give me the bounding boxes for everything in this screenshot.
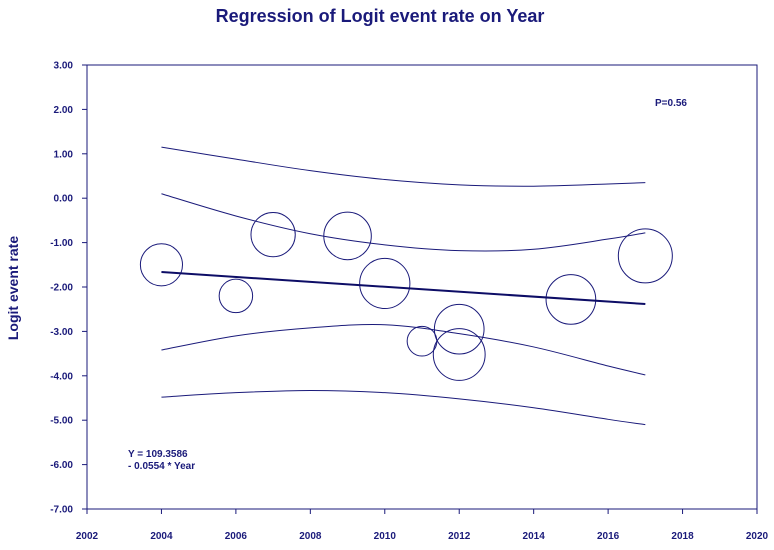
x-tick-label: 2020 bbox=[746, 531, 769, 542]
study-bubble bbox=[359, 257, 411, 310]
y-axis-label: Logit event rate bbox=[5, 236, 21, 340]
study-bubble bbox=[250, 211, 296, 258]
study-bubble bbox=[139, 243, 184, 287]
confidence-bands bbox=[161, 146, 646, 426]
x-tick-label: 2006 bbox=[225, 531, 248, 542]
plot-area bbox=[86, 64, 758, 510]
y-tick-label: 3.00 bbox=[54, 61, 74, 72]
x-tick-label: 2016 bbox=[597, 531, 620, 542]
y-tick-label: -4.00 bbox=[50, 371, 73, 382]
x-tick-label: 2012 bbox=[448, 531, 471, 542]
y-tick-label: -7.00 bbox=[50, 505, 73, 516]
x-axis: 2002 2004 2006 2008 2010 2012 2014 2016 2018 2020 bbox=[76, 509, 769, 542]
ci-lower-curve bbox=[161, 324, 646, 376]
ci-upper-curve bbox=[161, 193, 646, 252]
y-tick-label: -5.00 bbox=[50, 416, 73, 427]
y-tick-label: -2.00 bbox=[50, 283, 73, 294]
x-tick-label: 2008 bbox=[299, 531, 322, 542]
study-bubble bbox=[432, 328, 486, 381]
p-value-label: P=0.56 bbox=[655, 98, 687, 109]
regression-line-group bbox=[161, 271, 646, 306]
y-tick-label: -6.00 bbox=[50, 460, 73, 471]
y-tick-label: 1.00 bbox=[54, 149, 74, 160]
x-tick-label: 2014 bbox=[523, 531, 546, 542]
x-tick-label: 2004 bbox=[150, 531, 173, 542]
study-bubble bbox=[406, 325, 438, 357]
study-bubble bbox=[218, 278, 254, 314]
study-bubble bbox=[433, 303, 485, 355]
pi-upper-curve bbox=[161, 146, 646, 187]
y-tick-label: 0.00 bbox=[54, 194, 74, 205]
y-tick-label: -3.00 bbox=[50, 327, 73, 338]
x-tick-label: 2002 bbox=[76, 531, 99, 542]
equation-line-1: Y = 109.3586 bbox=[128, 449, 188, 460]
study-bubbles bbox=[139, 211, 673, 381]
y-tick-label: -1.00 bbox=[50, 238, 73, 249]
x-tick-label: 2018 bbox=[671, 531, 694, 542]
y-tick-label: 2.00 bbox=[54, 105, 74, 116]
study-bubble bbox=[323, 211, 372, 261]
study-bubble bbox=[617, 228, 673, 284]
chart-title: Regression of Logit event rate on Year bbox=[216, 6, 545, 26]
study-bubble bbox=[545, 274, 597, 325]
equation-line-2: - 0.0554 * Year bbox=[128, 461, 195, 472]
pi-lower-curve bbox=[161, 389, 646, 426]
x-tick-label: 2010 bbox=[374, 531, 397, 542]
y-axis: 3.00 2.00 1.00 0.00 -1.00 -2.00 -3.00 -4.00 -5.0… bbox=[50, 61, 87, 516]
regression-line bbox=[161, 271, 646, 306]
